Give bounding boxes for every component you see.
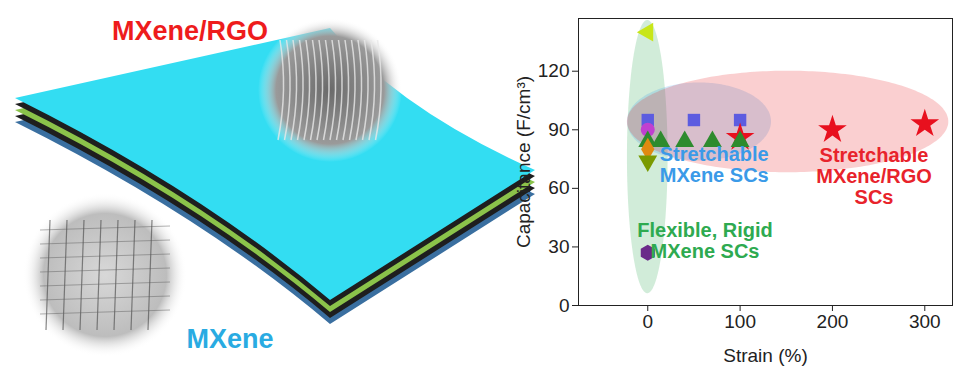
- svg-text:0: 0: [642, 311, 653, 332]
- svg-text:30: 30: [548, 236, 569, 257]
- svg-text:StretchableMXene/RGOSCs: StretchableMXene/RGOSCs: [816, 144, 932, 208]
- svg-text:200: 200: [817, 311, 849, 332]
- svg-text:Flexible, RigidMXene SCs: Flexible, RigidMXene SCs: [637, 219, 773, 262]
- svg-text:60: 60: [548, 177, 569, 198]
- svg-text:MXene/RGO: MXene/RGO: [112, 16, 268, 46]
- svg-text:90: 90: [548, 119, 569, 140]
- svg-text:120: 120: [538, 60, 570, 81]
- svg-text:300: 300: [909, 311, 941, 332]
- svg-text:Strain (%): Strain (%): [723, 345, 807, 366]
- svg-text:0: 0: [559, 295, 570, 316]
- svg-text:100: 100: [724, 311, 756, 332]
- svg-text:StretchableMXene SCs: StretchableMXene SCs: [660, 143, 769, 186]
- svg-text:MXene: MXene: [186, 324, 273, 354]
- svg-text:Capacitance (F/cm³): Capacitance (F/cm³): [513, 76, 534, 248]
